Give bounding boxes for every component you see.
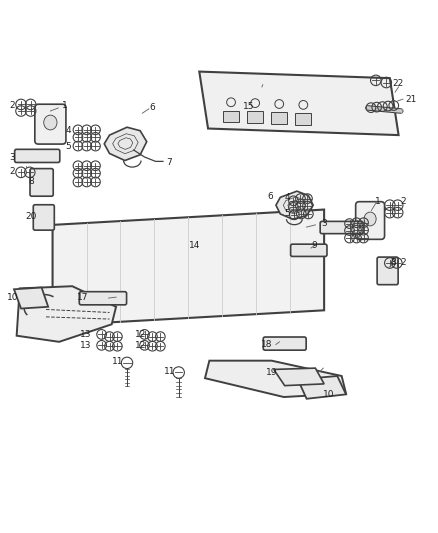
Text: 1: 1 <box>62 101 68 110</box>
Text: 2: 2 <box>10 101 15 110</box>
FancyBboxPatch shape <box>295 113 311 125</box>
FancyBboxPatch shape <box>356 201 385 239</box>
FancyBboxPatch shape <box>263 337 306 350</box>
Polygon shape <box>276 191 313 219</box>
Text: 1: 1 <box>374 197 381 206</box>
FancyBboxPatch shape <box>35 104 66 144</box>
Ellipse shape <box>364 212 376 226</box>
Text: 7: 7 <box>166 158 172 167</box>
FancyBboxPatch shape <box>377 257 398 285</box>
Text: 2: 2 <box>10 166 15 175</box>
Ellipse shape <box>44 115 57 130</box>
FancyBboxPatch shape <box>291 244 327 256</box>
Text: 2: 2 <box>400 197 406 206</box>
FancyBboxPatch shape <box>271 112 287 124</box>
Text: 19: 19 <box>266 368 277 377</box>
Text: 5: 5 <box>284 209 290 219</box>
Text: 14: 14 <box>189 241 201 250</box>
Text: 8: 8 <box>28 176 35 185</box>
Polygon shape <box>199 71 399 135</box>
Text: 21: 21 <box>405 95 417 104</box>
Text: 10: 10 <box>323 390 334 399</box>
Text: 4: 4 <box>284 193 290 202</box>
FancyBboxPatch shape <box>30 168 53 196</box>
Polygon shape <box>104 127 147 160</box>
Text: 18: 18 <box>261 340 272 349</box>
Text: 5: 5 <box>65 142 71 150</box>
FancyBboxPatch shape <box>247 111 263 123</box>
FancyBboxPatch shape <box>79 292 127 305</box>
Text: 2: 2 <box>400 259 406 268</box>
Polygon shape <box>274 368 324 386</box>
Text: 20: 20 <box>26 212 37 221</box>
Polygon shape <box>298 376 346 399</box>
Text: 6: 6 <box>149 103 155 112</box>
Polygon shape <box>14 287 48 309</box>
Text: 12: 12 <box>134 341 146 350</box>
Text: 13: 13 <box>80 341 91 350</box>
FancyBboxPatch shape <box>33 205 54 230</box>
Text: 13: 13 <box>80 330 91 339</box>
Text: 4: 4 <box>65 126 71 135</box>
Text: 17: 17 <box>77 293 88 302</box>
Text: 3: 3 <box>9 152 15 161</box>
Text: 11: 11 <box>164 367 176 376</box>
Polygon shape <box>205 361 346 397</box>
FancyBboxPatch shape <box>223 110 239 123</box>
FancyBboxPatch shape <box>14 149 60 163</box>
Text: 3: 3 <box>321 219 327 228</box>
Polygon shape <box>17 286 116 342</box>
Text: 15: 15 <box>243 102 254 111</box>
FancyBboxPatch shape <box>320 221 363 233</box>
Text: 11: 11 <box>112 358 123 367</box>
Text: 12: 12 <box>134 330 146 339</box>
Text: 22: 22 <box>392 79 403 88</box>
Polygon shape <box>53 209 324 326</box>
Text: 10: 10 <box>7 293 19 302</box>
Text: 8: 8 <box>390 259 396 268</box>
Text: 6: 6 <box>268 192 274 201</box>
Text: 9: 9 <box>311 241 318 250</box>
